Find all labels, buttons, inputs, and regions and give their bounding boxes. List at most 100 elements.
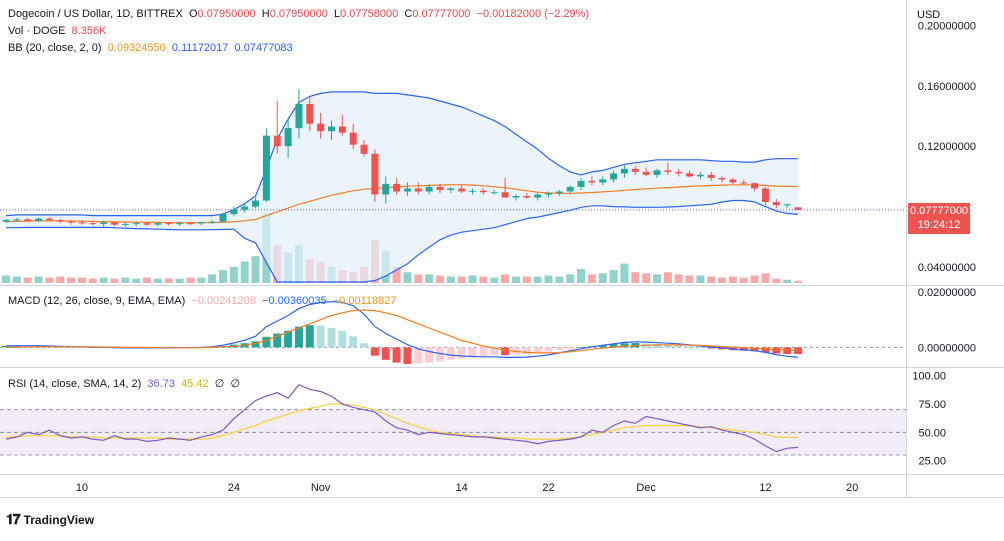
macd-histogram-bar xyxy=(294,326,303,348)
macd-histogram-bar xyxy=(772,347,781,354)
candle-body xyxy=(154,223,162,225)
volume-bar xyxy=(696,275,705,283)
macd-histogram-bar xyxy=(370,347,379,356)
volume-bar xyxy=(544,275,553,283)
candle-body xyxy=(252,200,260,207)
bb-label: BB (20, close, 2, 0) xyxy=(8,42,102,54)
bb-upper-value: 0.11172017 xyxy=(171,42,229,54)
candle-body xyxy=(100,222,108,224)
volume-bar xyxy=(67,277,76,283)
volume-bar xyxy=(403,272,412,283)
macd-histogram-bar xyxy=(468,347,477,358)
rsi-tick-label: 75.00 xyxy=(918,399,946,411)
macd-histogram-bar xyxy=(522,347,531,355)
volume-bar xyxy=(631,272,640,283)
candle-body xyxy=(360,144,368,154)
candle-body xyxy=(56,220,64,222)
macd-histogram-bar xyxy=(566,347,575,349)
macd-histogram-bar xyxy=(609,344,618,348)
macd-histogram-bar xyxy=(598,345,607,348)
high-value: 0.07950000 xyxy=(269,8,328,20)
c-label: C xyxy=(404,8,413,20)
time-tick-label: 22 xyxy=(542,482,554,494)
h-label: H xyxy=(261,8,270,20)
macd-histogram-bar xyxy=(761,347,770,353)
macd-histogram-bar xyxy=(425,347,434,363)
candle-body xyxy=(273,135,281,147)
brand-footer[interactable]: 𝟏𝟕 TradingView xyxy=(6,511,94,528)
macd-histogram-bar xyxy=(577,347,586,348)
candle-body xyxy=(729,179,737,183)
candle-body xyxy=(197,222,205,224)
volume-bar xyxy=(468,275,477,283)
candle-body xyxy=(165,223,173,225)
candle-body xyxy=(534,194,542,198)
candle-body xyxy=(620,168,628,174)
bollinger-basis-line xyxy=(5,184,799,224)
macd-histogram-bar xyxy=(392,347,401,363)
volume-bar xyxy=(685,275,694,283)
bb-legend: BB (20, close, 2, 0) 0.09324550 0.111720… xyxy=(8,41,293,55)
volume-bar xyxy=(88,278,97,283)
time-tick-label: Dec xyxy=(636,482,656,494)
candle-body xyxy=(501,192,509,198)
candle-body xyxy=(675,171,683,174)
volume-bar xyxy=(674,274,683,283)
macd-tick-label: 0.02000000 xyxy=(918,287,976,299)
candle-body xyxy=(186,223,194,225)
macd-line xyxy=(5,301,799,358)
volume-bar xyxy=(663,272,672,283)
bollinger-lower-line xyxy=(6,199,799,283)
candle-body xyxy=(328,126,335,132)
candle-body xyxy=(24,219,32,221)
volume-bar xyxy=(2,275,10,283)
macd-line-value: −0.00360035 xyxy=(262,295,327,307)
macd-histogram-bar xyxy=(479,347,488,357)
o-label: O xyxy=(188,8,198,20)
rsi-legend: RSI (14, close, SMA, 14, 2) 36.73 45.42 … xyxy=(8,377,240,391)
candle-body xyxy=(642,171,650,175)
candle-body xyxy=(2,219,10,222)
bb-mid-value: 0.09324550 xyxy=(107,42,166,54)
candle-body xyxy=(751,183,759,189)
candle-body xyxy=(176,223,184,225)
macd-histogram-bar xyxy=(284,330,293,348)
candle-body xyxy=(13,219,21,221)
price-tick-label: 0.04000000 xyxy=(918,262,976,274)
macd-histogram-bar xyxy=(685,346,694,348)
macd-histogram-bar xyxy=(338,330,347,348)
rsi-extra-2: ∅ xyxy=(230,378,241,390)
candle-body xyxy=(35,218,43,221)
rsi-ma-value: 45.42 xyxy=(181,378,209,390)
volume-bar xyxy=(229,266,238,283)
macd-histogram-bar xyxy=(696,347,705,348)
macd-histogram-bar xyxy=(707,347,716,349)
rsi-value: 36.73 xyxy=(147,378,175,390)
candle-body xyxy=(577,180,585,187)
candle-body xyxy=(436,186,444,190)
candle-body xyxy=(686,173,694,177)
time-tick-label: Nov xyxy=(311,482,331,494)
volume-bar xyxy=(45,277,54,283)
volume-bar xyxy=(219,270,227,283)
volume-bar xyxy=(761,273,770,283)
volume-bar xyxy=(490,277,499,283)
candle-body xyxy=(707,174,715,178)
volume-bar xyxy=(446,276,455,283)
candle-body xyxy=(111,222,118,225)
volume-bar xyxy=(598,273,607,283)
volume-bar xyxy=(566,274,575,283)
candle-body xyxy=(78,222,86,224)
candle-body xyxy=(143,223,151,225)
volume-bar xyxy=(143,277,152,283)
bollinger-upper-line xyxy=(5,91,798,217)
rsi-extra-1: ∅ xyxy=(214,378,225,390)
candle-body xyxy=(262,135,270,201)
candle-body xyxy=(67,221,75,223)
candle-body xyxy=(89,223,97,225)
time-tick-label: 20 xyxy=(846,482,858,494)
macd-histogram-bar xyxy=(273,333,282,348)
low-value: 0.07758000 xyxy=(340,8,399,20)
